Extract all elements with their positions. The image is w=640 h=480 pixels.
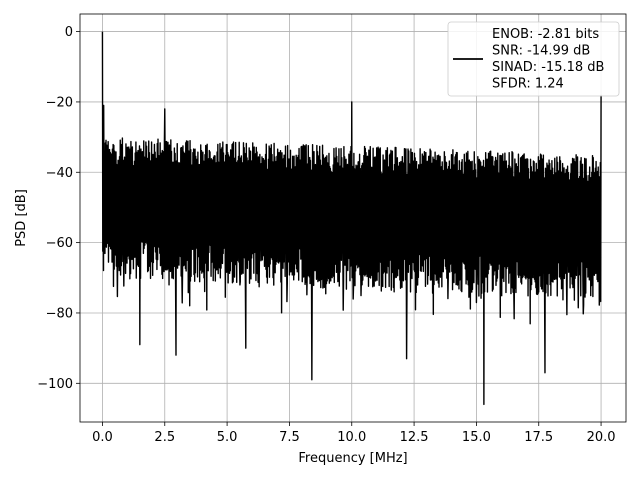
x-axis: 0.0 2.5 5.0 7.5 10.0 12.5 15.0 17.5 20.0 [92, 422, 616, 445]
y-tick-label: −80 [46, 306, 73, 321]
legend-text-line: SINAD: -15.18 dB [492, 60, 604, 75]
x-tick-label: 10.0 [337, 430, 366, 445]
x-tick-label: 0.0 [92, 430, 113, 445]
x-tick-label: 5.0 [217, 430, 238, 445]
x-tick-label: 12.5 [400, 430, 429, 445]
legend-text-line: ENOB: -2.81 bits [492, 27, 599, 42]
legend-box [447, 21, 620, 97]
x-tick-label: 2.5 [154, 430, 175, 445]
x-tick-label: 7.5 [279, 430, 300, 445]
plot-frame [79, 13, 627, 423]
y-tick-label: −40 [46, 166, 73, 181]
y-axis-label: PSD [dB] [14, 189, 29, 247]
x-tick-label: 15.0 [462, 430, 491, 445]
y-tick-label: −100 [37, 377, 73, 392]
x-axis-label: Frequency [MHz] [298, 451, 407, 466]
y-tick-label: 0 [65, 25, 73, 40]
legend-text-line: SFDR: 1.24 [492, 77, 564, 92]
legend: ENOB: -2.81 bits SNR: -14.99 dB SINAD: -15… [447, 21, 620, 97]
psd-series-line [101, 31, 602, 406]
plot-series-group [101, 31, 602, 406]
x-tick-label: 17.5 [524, 430, 553, 445]
x-tick-label: 20.0 [587, 430, 616, 445]
y-axis: 0 −20 −40 −60 −80 −100 [37, 25, 80, 392]
y-tick-label: −20 [46, 95, 73, 110]
legend-entry-label: ENOB: -2.81 bits SNR: -14.99 dB SINAD: -15… [492, 27, 604, 92]
legend-text-line: SNR: -14.99 dB [492, 44, 590, 59]
y-tick-label: −60 [46, 236, 73, 251]
